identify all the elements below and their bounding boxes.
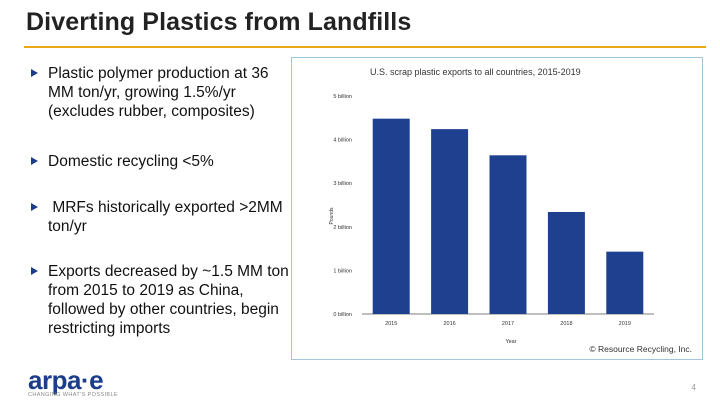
bullet-item: MRFs historically exported >2MM ton/yr (30, 198, 290, 236)
triangle-bullet-icon (31, 157, 38, 165)
y-tick-label: 1 billion (333, 268, 352, 274)
triangle-bullet-icon (31, 203, 38, 211)
x-axis-label: Year (505, 339, 516, 345)
chart-title: U.S. scrap plastic exports to all countr… (370, 67, 581, 77)
bullet-item: Plastic polymer production at 36 MM ton/… (30, 64, 290, 121)
bar-chart: U.S. scrap plastic exports to all countr… (329, 67, 692, 354)
y-tick-label: 0 billion (333, 312, 352, 318)
bullet-item: Domestic recycling <5% (30, 152, 290, 171)
page-number: 4 (691, 383, 696, 392)
bar-2016 (431, 129, 469, 314)
y-axis-ticks: 0 billion 1 billion 2 billion 3 billion 4 bi… (333, 94, 352, 318)
chart-frame: U.S. scrap plastic exports to all countr… (291, 57, 703, 360)
title-divider (24, 46, 706, 48)
logo-wordmark-text: arpa·e (28, 365, 104, 395)
x-tick-label: 2018 (560, 321, 572, 327)
bars-group (372, 118, 644, 314)
bar-2015 (372, 118, 410, 314)
bullet-text: MRFs historically exported >2MM ton/yr (48, 199, 288, 235)
bar-2017 (489, 155, 527, 314)
bullet-item: Exports decreased by ~1.5 MM ton from 20… (30, 262, 290, 338)
x-tick-label: 2019 (619, 321, 631, 327)
slide-title: Diverting Plastics from Landfills (26, 8, 412, 36)
bullet-text: Plastic polymer production at 36 MM ton/… (48, 65, 269, 120)
x-tick-label: 2017 (502, 321, 514, 327)
bullet-text: Exports decreased by ~1.5 MM ton from 20… (48, 263, 289, 337)
y-tick-label: 4 billion (333, 138, 352, 144)
y-tick-label: 5 billion (333, 94, 352, 100)
logo-tagline: CHANGING WHAT'S POSSIBLE (28, 392, 119, 398)
x-tick-label: 2016 (443, 321, 455, 327)
x-tick-label: 2015 (385, 321, 397, 327)
y-tick-label: 3 billion (333, 181, 352, 187)
y-axis-label: Pounds (329, 207, 335, 224)
bullet-text: Domestic recycling <5% (48, 153, 214, 170)
triangle-bullet-icon (31, 267, 38, 275)
x-axis-ticks: 2015 2016 2017 2018 2019 (385, 321, 631, 327)
triangle-bullet-icon (31, 69, 38, 77)
chart-source-credit: © Resource Recycling, Inc. (589, 344, 692, 354)
bar-2018 (547, 211, 585, 314)
y-tick-label: 2 billion (333, 225, 352, 231)
logo-wordmark: arpa·e (28, 367, 118, 393)
bar-2019 (606, 251, 644, 314)
arpa-e-logo: arpa·e CHANGING WHAT'S POSSIBLE (28, 367, 119, 398)
bullet-list: Plastic polymer production at 36 MM ton/… (30, 64, 290, 338)
